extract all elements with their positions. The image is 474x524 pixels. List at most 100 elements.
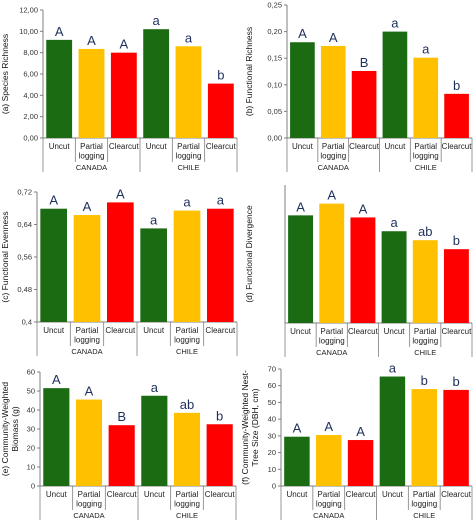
bar	[290, 42, 315, 138]
y-axis-title: (e) Community-WeightedBiomass (g)	[0, 382, 20, 477]
significance-letter: a	[185, 30, 193, 45]
category-label: Partial logging	[320, 142, 346, 161]
y-tick-label: 40	[27, 406, 35, 415]
significance-letter: b	[421, 373, 428, 388]
y-axis-title: (d) Functional Divergence	[244, 205, 254, 303]
category-label: Partial logging	[316, 490, 342, 509]
bar	[75, 399, 103, 486]
category-label: Clearcut	[107, 490, 138, 499]
group-label: CANADA	[71, 347, 102, 356]
y-tick-label: 60	[268, 381, 276, 390]
significance-letter: ab	[180, 397, 194, 412]
significance-letter: b	[216, 408, 223, 423]
bar	[444, 93, 469, 138]
chart-panel-1: 0,00 2,00 4,00 6,00 8,00 10,00 12,00 A Uncut A Par…	[0, 6, 238, 172]
y-tick-label: 0	[31, 482, 35, 491]
category-label: Partial logging	[74, 326, 100, 345]
bar	[40, 208, 67, 322]
significance-letter: A	[83, 199, 92, 214]
significance-letter: A	[49, 193, 58, 208]
category-label: Partial logging	[174, 490, 200, 509]
significance-letter: a	[217, 193, 225, 208]
category-label: Uncut	[144, 490, 166, 499]
bar	[207, 83, 234, 138]
group-label: CHILE	[176, 511, 198, 520]
y-tick-label: 50	[27, 387, 35, 396]
group-label: CANADA	[313, 511, 344, 520]
y-axis-title: (c) Functional Evenness	[0, 211, 10, 302]
y-tick-label: 0,20	[267, 27, 282, 36]
category-label: Partial logging	[79, 142, 105, 161]
category-label: Partial logging	[413, 142, 439, 161]
y-tick-label: 2,00	[23, 112, 38, 121]
bar	[413, 57, 439, 138]
category-label: Partial logging	[412, 327, 438, 346]
group-label: CHILE	[177, 163, 199, 172]
category-label: Clearcut	[441, 490, 472, 499]
significance-letter: a	[422, 42, 430, 57]
bar	[288, 215, 314, 323]
significance-letter: a	[183, 195, 191, 210]
chart-panel-5: 0 10 20 30 40 50 60 A Uncut A Partial logging B Clear…	[0, 368, 237, 520]
group-label: CHILE	[414, 348, 436, 357]
bar	[43, 388, 70, 486]
y-tick-label: 0,48	[17, 285, 32, 294]
category-label: Clearcut	[346, 490, 377, 499]
significance-letter: A	[293, 421, 302, 436]
bar	[140, 228, 167, 322]
category-label: Partial logging	[76, 490, 102, 509]
bar	[382, 31, 408, 139]
group-label: CHILE	[415, 163, 437, 172]
bar	[350, 217, 376, 323]
significance-letter: B	[360, 55, 369, 70]
bar	[347, 440, 374, 486]
bar	[173, 210, 201, 322]
bar	[108, 425, 135, 486]
bar	[141, 395, 168, 486]
bar	[351, 70, 377, 138]
group-label: CANADA	[316, 348, 347, 357]
y-tick-label: 0,72	[17, 188, 32, 197]
significance-letter: A	[52, 372, 61, 387]
category-label: Uncut	[43, 326, 65, 335]
y-tick-label: 10	[268, 465, 276, 474]
group-label: CHILE	[413, 511, 435, 520]
category-label: Clearcut	[105, 326, 136, 335]
significance-letter: A	[329, 30, 338, 45]
bar	[207, 208, 234, 322]
y-axis-title: (f) Community-Weighted Nest-Tree Size (D…	[240, 370, 260, 485]
chart-panel-2: 0,00 0,05 0,10 0,15 0,20 0,25 A Uncut A Partial lo…	[244, 1, 473, 172]
bar	[73, 215, 101, 322]
significance-letter: A	[298, 26, 307, 41]
bar	[143, 29, 170, 139]
significance-letter: A	[85, 384, 94, 399]
y-tick-label: 0,56	[17, 253, 32, 262]
y-tick-label: 30	[268, 431, 276, 440]
y-tick-label: 4,00	[23, 91, 38, 100]
y-tick-label: 10,00	[19, 27, 38, 36]
y-tick-label: 10	[27, 463, 35, 472]
category-label: Clearcut	[206, 142, 237, 151]
chart-panel-4: A Uncut A Partial logging A Clearcut a Uncut ab Pa…	[244, 185, 473, 357]
significance-letter: a	[150, 212, 158, 227]
y-tick-label: 40	[268, 415, 276, 424]
y-tick-label: 0,25	[267, 1, 282, 10]
bar	[411, 389, 437, 486]
y-tick-label: 0,00	[267, 134, 282, 143]
significance-letter: ab	[418, 224, 432, 239]
category-label: Clearcut	[349, 142, 380, 151]
y-tick-label: 60	[27, 368, 35, 377]
significance-letter: a	[391, 16, 399, 31]
bar	[381, 231, 407, 323]
chart-panel-3: 0,4 0,48 0,56 0,64 0,72 A Uncut A Partial logging…	[0, 186, 238, 356]
significance-letter: b	[453, 233, 460, 248]
significance-letter: b	[452, 374, 459, 389]
bar	[319, 203, 345, 323]
chart-panel-6: 0 10 20 30 40 50 60 70 A Uncut A Partial logging A Cle…	[240, 361, 473, 520]
y-tick-label: 0,10	[267, 80, 282, 89]
significance-letter: b	[453, 78, 460, 93]
category-label: Uncut	[286, 490, 308, 499]
significance-letter: A	[87, 33, 96, 48]
group-label: CANADA	[73, 511, 104, 520]
